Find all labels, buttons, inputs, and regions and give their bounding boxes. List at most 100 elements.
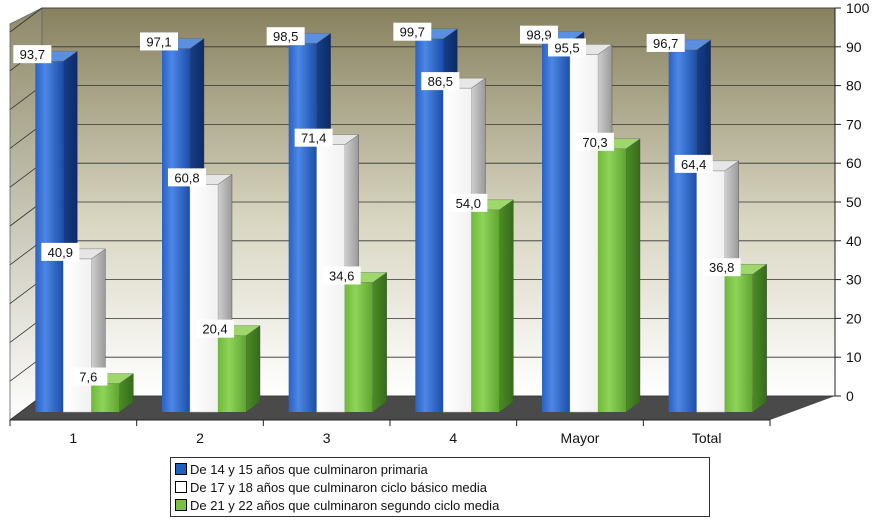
data-label-text: 36,8 <box>709 260 734 275</box>
bar-front <box>63 258 92 413</box>
data-label-text: 93,7 <box>20 47 45 62</box>
data-label-text: 20,4 <box>202 322 227 337</box>
legend-item-primaria: De 14 y 15 años que culminaron primaria <box>175 460 709 478</box>
data-label: 97,1 <box>140 32 178 51</box>
x-tick-label: 2 <box>196 430 204 446</box>
data-label-text: 86,5 <box>428 74 453 89</box>
data-label: 7,6 <box>69 367 108 386</box>
data-label-box <box>393 22 432 41</box>
bar-front <box>415 38 444 413</box>
legend-item-segundo: De 21 y 22 años que culminaron segundo c… <box>175 496 709 514</box>
data-label-text: 99,7 <box>400 25 425 40</box>
bar-front <box>344 282 373 412</box>
legend-swatch-white <box>175 481 187 493</box>
data-label: 34,6 <box>322 266 361 285</box>
data-label: 36,8 <box>702 258 741 277</box>
x-tick-label: 1 <box>69 430 77 446</box>
data-label-text: 98,5 <box>273 29 298 44</box>
data-label: 86,5 <box>421 72 460 91</box>
y-tick-label: 100 <box>846 0 870 16</box>
bar-front <box>569 54 599 413</box>
data-label: 64,4 <box>674 154 713 173</box>
data-label-box <box>168 168 206 187</box>
bar-front <box>542 41 570 413</box>
data-label-box <box>196 319 234 338</box>
data-label-box <box>702 258 741 277</box>
data-label: 99,7 <box>393 22 432 41</box>
bar-front <box>724 274 753 412</box>
y-tick-label: 10 <box>846 349 862 365</box>
bar-front <box>471 209 500 412</box>
data-label: 40,9 <box>41 242 80 261</box>
bar-front <box>91 383 120 412</box>
x-tick-label: 4 <box>449 430 457 446</box>
data-label-text: 71,4 <box>301 131 326 146</box>
bar-front <box>218 335 246 412</box>
x-tick-label: 3 <box>323 430 331 446</box>
y-tick-label: 70 <box>846 116 862 132</box>
data-label-box <box>449 193 488 212</box>
bar-side <box>499 199 514 413</box>
data-label: 54,0 <box>449 193 488 212</box>
legend-label: De 17 y 18 años que culminaron ciclo bás… <box>190 479 488 495</box>
data-label-box <box>674 154 713 173</box>
data-label-text: 95,5 <box>554 40 579 55</box>
data-label-text: 98,9 <box>526 28 551 43</box>
data-label: 95,5 <box>548 38 586 57</box>
data-label-box <box>13 45 52 64</box>
data-label-text: 96,7 <box>653 36 678 51</box>
data-label-text: 70,3 <box>582 135 607 150</box>
bar-side <box>245 325 261 413</box>
bar-side <box>372 272 387 413</box>
data-label: 60,8 <box>168 168 206 187</box>
bar-front <box>668 49 697 413</box>
y-tick-label: 80 <box>846 78 862 94</box>
legend-swatch-blue <box>175 463 187 475</box>
bar-front <box>443 87 472 413</box>
data-label-box <box>548 38 586 57</box>
gridline-side <box>9 7 43 33</box>
data-label: 98,5 <box>266 27 305 46</box>
legend-label: De 21 y 22 años que culminaron segundo c… <box>190 497 500 513</box>
data-label: 71,4 <box>294 128 333 147</box>
data-label: 93,7 <box>13 45 52 64</box>
bar-front <box>696 170 725 413</box>
x-tick-label: Total <box>692 430 722 446</box>
bar-front <box>598 148 626 412</box>
data-label-box <box>266 27 305 46</box>
legend: De 14 y 15 años que culminaron primaria … <box>170 457 710 517</box>
legend-item-basico: De 17 y 18 años que culminaron ciclo bás… <box>175 478 709 496</box>
data-label-text: 7,6 <box>79 370 97 385</box>
data-label-box <box>41 242 80 261</box>
bar <box>597 138 641 413</box>
bar <box>217 325 261 413</box>
y-tick-label: 40 <box>846 233 862 249</box>
y-tick-label: 0 <box>846 388 854 404</box>
data-label-box <box>576 132 614 151</box>
bar <box>470 199 514 413</box>
bar-front <box>288 43 317 413</box>
data-label-text: 60,8 <box>174 170 199 185</box>
data-label: 70,3 <box>576 132 614 151</box>
x-tick-label: Mayor <box>561 430 600 446</box>
data-label-box <box>294 128 333 147</box>
data-label-box <box>140 32 178 51</box>
data-label-text: 40,9 <box>48 245 73 260</box>
bar <box>724 263 768 413</box>
data-label: 20,4 <box>196 319 234 338</box>
y-tick-label: 60 <box>846 155 862 171</box>
y-tick-label: 90 <box>846 39 862 55</box>
data-label-text: 64,4 <box>681 157 706 172</box>
bar-front <box>189 184 219 413</box>
data-label-box <box>69 367 108 386</box>
data-label-box <box>646 33 685 52</box>
bar-side <box>752 263 767 413</box>
legend-label: De 14 y 15 años que culminaron primaria <box>190 461 428 477</box>
data-label-box <box>421 72 460 91</box>
data-label-box <box>322 266 361 285</box>
bar-side <box>625 138 641 413</box>
data-label-text: 54,0 <box>456 196 481 211</box>
y-tick-label: 30 <box>846 272 862 288</box>
data-label-text: 97,1 <box>146 34 171 49</box>
